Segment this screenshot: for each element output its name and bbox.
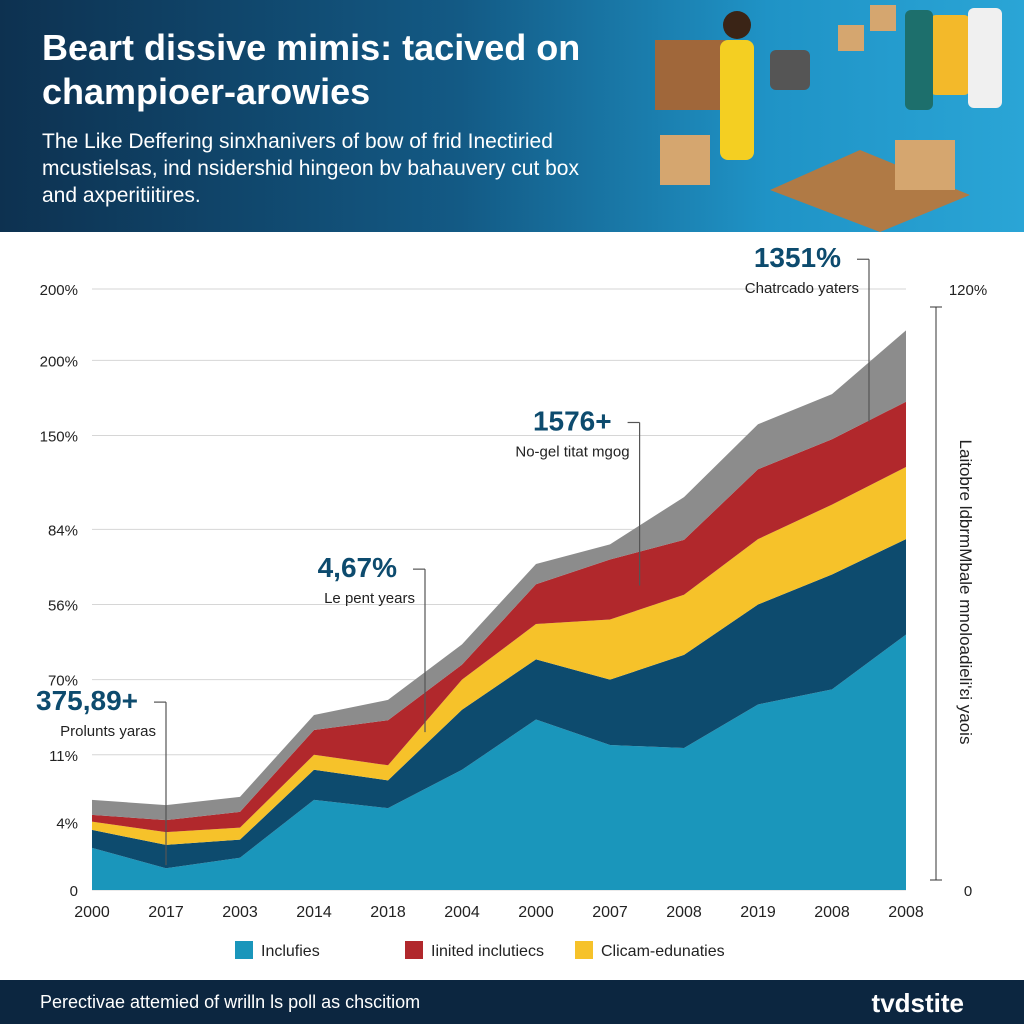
x-tick-label: 2007 — [592, 904, 628, 921]
annotation-text: Chatrcado yaters — [745, 280, 859, 297]
y-tick-label: 4% — [56, 815, 78, 832]
title: Beart dissive mimis: tacived on champioe… — [42, 27, 581, 112]
y-tick-label: 200% — [40, 353, 78, 370]
footer: Perectivae attemied of wrilln ls poll as… — [0, 980, 1024, 1024]
area — [92, 634, 906, 890]
desk — [655, 40, 725, 110]
x-tick-label: 2003 — [222, 904, 258, 921]
area — [92, 467, 906, 845]
table — [770, 150, 970, 232]
annotation-value: 1351% — [754, 242, 841, 273]
chair — [770, 50, 810, 90]
area — [92, 401, 906, 833]
x-tick-label: 2008 — [666, 904, 702, 921]
x-tick-label: 2008 — [888, 904, 924, 921]
subtitle: The Like Deffering sinxhanivers of bow o… — [42, 130, 579, 207]
person — [720, 40, 754, 160]
y2-axis-label: Laitobre ldbrmMbale mnoloadieli'ɛi yaois — [956, 440, 975, 745]
annotation-text: Prolunts yaras — [60, 723, 156, 740]
chart: 0 4% 11% 70% 56% 84% 150% 200% 200% 0 120% Laitobre… — [36, 242, 987, 960]
area — [92, 539, 906, 869]
y2-tick-label: 0 — [964, 883, 972, 900]
y2-tick-label: 120% — [949, 282, 987, 299]
person — [905, 10, 933, 110]
annotation-value: 4,67% — [318, 552, 397, 583]
annotation-text: No-gel titat mgog — [515, 443, 629, 460]
x-tick-label: 2019 — [740, 904, 776, 921]
footer-note: Perectivae attemied of wrilln ls poll as… — [40, 992, 421, 1012]
legend-swatch — [575, 941, 593, 959]
y-tick-label: 11% — [49, 748, 78, 765]
x-tick-label: 2004 — [444, 904, 480, 921]
legend-label: Iinited inclutiecs — [431, 943, 544, 960]
box — [895, 140, 955, 190]
x-tick-label: 2000 — [518, 904, 554, 921]
brand: tvdstite — [871, 988, 964, 1018]
y-tick-label: 0 — [70, 883, 78, 900]
legend-swatch — [405, 941, 423, 959]
x-tick-label: 2017 — [148, 904, 184, 921]
y-tick-label: 56% — [48, 598, 78, 615]
x-tick-label: 2000 — [74, 904, 110, 921]
y-tick-label: 200% — [40, 282, 78, 299]
x-tick-label: 2014 — [296, 904, 332, 921]
legend-label: Inclufies — [261, 943, 320, 960]
x-tick-label: 2008 — [814, 904, 850, 921]
annotation-value: 375,89+ — [36, 685, 138, 716]
box — [660, 135, 710, 185]
legend-label: Clicam-edunaties — [601, 943, 725, 960]
box — [838, 25, 864, 51]
y-tick-label: 70% — [48, 673, 78, 690]
header-illustration — [655, 5, 1002, 232]
annotation-text: Le pent years — [324, 590, 415, 607]
person — [930, 15, 970, 95]
box — [870, 5, 896, 31]
y-tick-label: 84% — [48, 522, 78, 539]
x-tick-label: 2018 — [370, 904, 406, 921]
header: Beart dissive mimis: tacived on champioe… — [0, 0, 1024, 232]
annotation-value: 1576+ — [533, 405, 612, 436]
legend-swatch — [235, 941, 253, 959]
y-tick-label: 150% — [40, 428, 78, 445]
person-head — [723, 11, 751, 39]
person — [968, 8, 1002, 108]
